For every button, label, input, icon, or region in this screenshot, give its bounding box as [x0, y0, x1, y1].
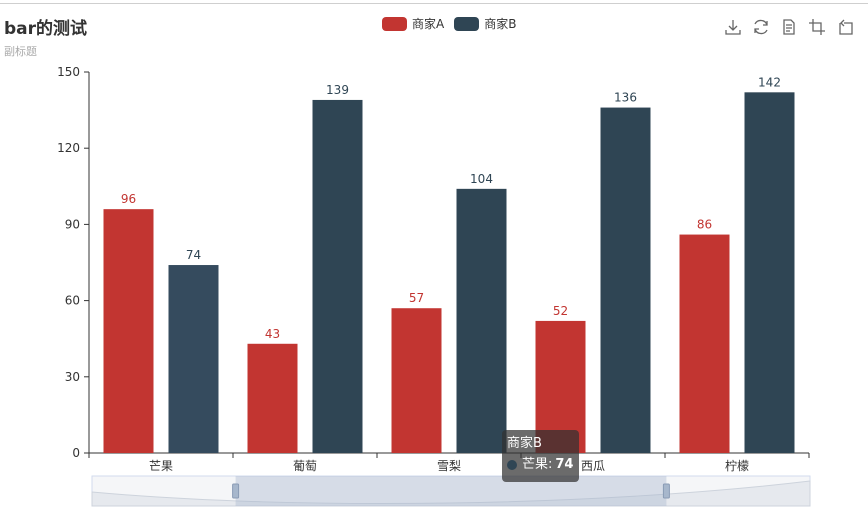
- tooltip-series: 商家B: [507, 436, 542, 451]
- bar-series-b: [168, 265, 219, 453]
- datazoom-handle-end[interactable]: [662, 483, 670, 499]
- data-label-b: 142: [758, 75, 781, 89]
- y-tick-label: 0: [72, 446, 80, 460]
- bar-series-a: [247, 343, 298, 453]
- legend: 商家A 商家B: [382, 15, 526, 32]
- tooltip-value: 74: [555, 457, 574, 472]
- datazoom-selection: [235, 476, 667, 506]
- data-label-a: 57: [409, 291, 424, 305]
- bar-series-a: [679, 234, 730, 453]
- tooltip-marker: [507, 460, 517, 470]
- data-label-b: 104: [470, 172, 493, 186]
- refresh-icon[interactable]: [752, 18, 770, 36]
- data-label-b: 139: [326, 83, 349, 97]
- y-tick-label: 60: [65, 294, 80, 308]
- datazoom-handle-start[interactable]: [232, 483, 240, 499]
- toolbox: [724, 18, 864, 36]
- data-label-a: 96: [121, 192, 136, 206]
- data-view-icon[interactable]: [780, 18, 798, 36]
- data-label-a: 52: [553, 304, 568, 318]
- y-tick-label: 30: [65, 370, 80, 384]
- x-tick-label: 雪梨: [437, 459, 461, 473]
- data-label-a: 43: [265, 327, 280, 341]
- y-tick-label: 90: [65, 217, 80, 231]
- bar-series-b: [456, 188, 507, 453]
- tooltip-category: 芒果:: [522, 457, 553, 472]
- zoom-reset-icon[interactable]: [836, 18, 854, 36]
- bar-series-b: [312, 99, 363, 453]
- x-tick-label: 芒果: [149, 458, 173, 473]
- legend-item-b[interactable]: 商家B: [454, 15, 516, 32]
- bar-series-b: [744, 92, 795, 453]
- chart-title: bar的测试: [4, 19, 88, 39]
- y-tick-label: 120: [57, 141, 80, 155]
- y-tick-label: 150: [57, 65, 80, 79]
- legend-swatch-b: [454, 16, 480, 31]
- top-divider: [0, 3, 868, 4]
- x-tick-label: 柠檬: [725, 458, 749, 473]
- data-label-a: 86: [697, 218, 712, 232]
- x-tick-label: 葡萄: [293, 459, 317, 473]
- x-tick-label: 西瓜: [581, 459, 605, 473]
- bar-series-b: [600, 107, 651, 453]
- bar-series-a: [391, 308, 442, 453]
- datazoom-preview: [91, 480, 811, 507]
- legend-label-a: 商家A: [412, 17, 445, 31]
- bar-series-a: [103, 209, 154, 453]
- legend-item-a[interactable]: 商家A: [382, 15, 444, 32]
- zoom-icon[interactable]: [808, 18, 826, 36]
- download-icon[interactable]: [724, 18, 742, 36]
- legend-swatch-a: [382, 16, 407, 31]
- legend-label-b: 商家B: [484, 17, 517, 31]
- chart-subtitle: 副标题: [4, 45, 37, 58]
- tooltip: 商家B 芒果: 74: [502, 430, 579, 482]
- data-label-b: 74: [186, 248, 201, 262]
- data-label-b: 136: [614, 91, 637, 105]
